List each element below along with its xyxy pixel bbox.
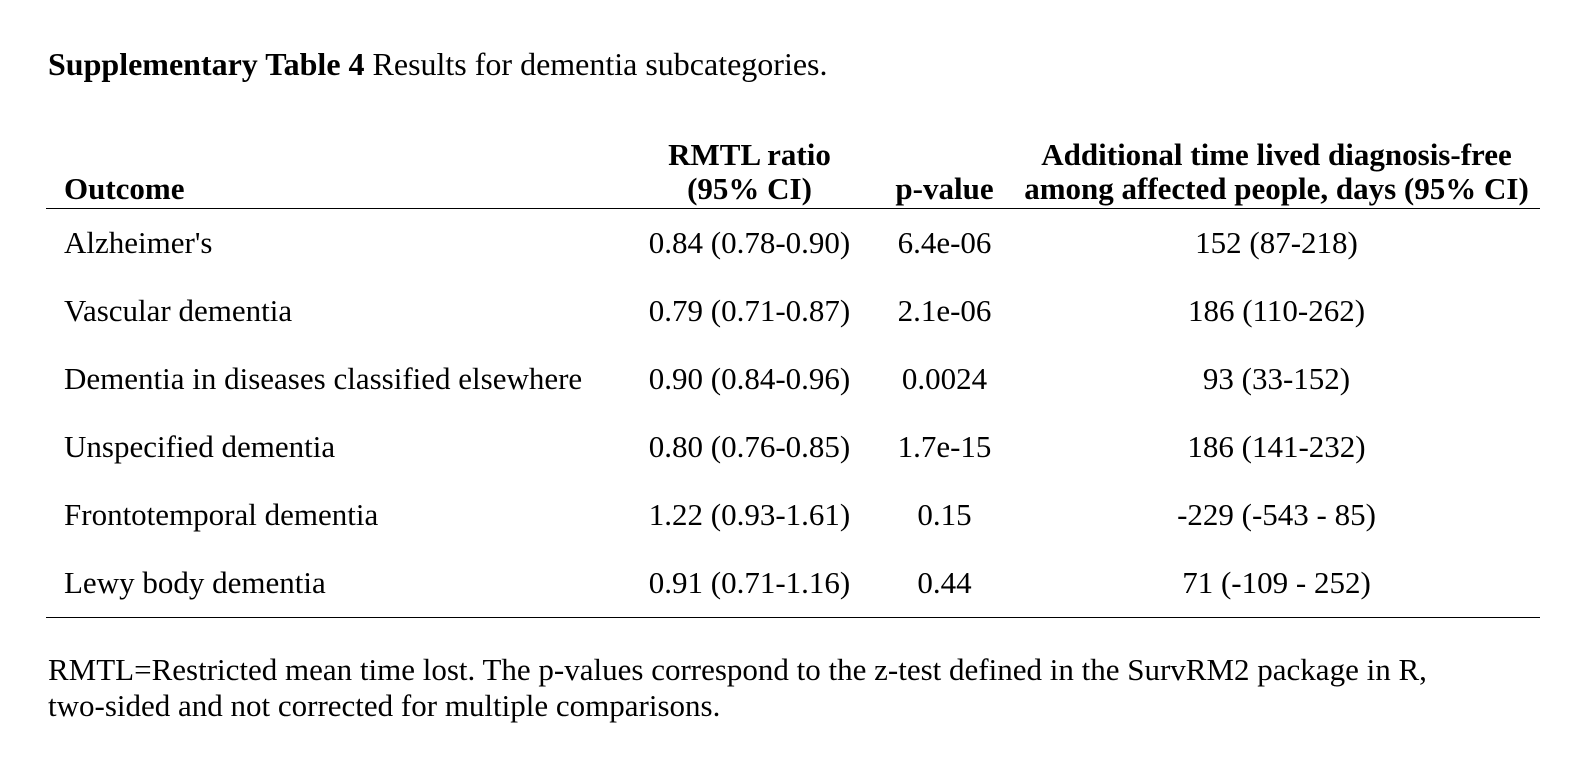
cell-pvalue: 2.1e-06: [897, 293, 992, 328]
cell-additional: 186 (110-262): [1187, 293, 1366, 328]
cell-rmtl: 0.79 (0.71-0.87): [648, 293, 851, 328]
cell-pvalue: 6.4e-06: [897, 225, 992, 260]
cell-outcome: Vascular dementia: [64, 293, 293, 328]
cell-pvalue: 0.15: [917, 497, 972, 532]
caption-text: Results for dementia subcategories.: [364, 46, 828, 82]
cell-outcome: Frontotemporal dementia: [64, 497, 379, 532]
cell-additional: 152 (87-218): [1195, 225, 1358, 260]
cell-pvalue: 0.0024: [901, 361, 988, 396]
cell-outcome: Dementia in diseases classified elsewher…: [64, 361, 583, 396]
cell-rmtl: 0.84 (0.78-0.90): [648, 225, 851, 260]
table-row: Dementia in diseases classified elsewher…: [46, 345, 1540, 413]
header-outcome: Outcome: [46, 130, 623, 209]
table-row: Alzheimer's 0.84 (0.78-0.90) 6.4e-06 152…: [46, 209, 1540, 278]
header-rmtl-line2: (95% CI): [687, 171, 812, 206]
table-row: Vascular dementia 0.79 (0.71-0.87) 2.1e-…: [46, 277, 1540, 345]
footnote-line2: two-sided and not corrected for multiple…: [48, 688, 721, 723]
cell-additional: 186 (141-232): [1187, 429, 1366, 464]
caption-label: Supplementary Table 4: [48, 46, 365, 82]
footnote-line1: RMTL=Restricted mean time lost. The p-va…: [48, 652, 1427, 687]
header-rmtl-line1: RMTL ratio: [668, 137, 831, 172]
header-pvalue: p-value: [876, 130, 1013, 209]
table-row: Unspecified dementia 0.80 (0.76-0.85) 1.…: [46, 413, 1540, 481]
cell-rmtl: 0.91 (0.71-1.16): [623, 549, 876, 618]
header-additional-line2: among affected people, days (95% CI): [1024, 171, 1529, 206]
cell-rmtl: 0.90 (0.84-0.96): [648, 361, 851, 396]
results-table: Outcome RMTL ratio (95% CI) p-value Addi…: [46, 130, 1540, 618]
cell-rmtl: 1.22 (0.93-1.61): [648, 497, 851, 532]
header-additional-time: Additional time lived diagnosis-free amo…: [1013, 130, 1540, 209]
cell-outcome: Alzheimer's: [64, 225, 213, 260]
cell-outcome: Unspecified dementia: [64, 429, 336, 464]
cell-additional: 71 (-109 - 252): [1013, 549, 1540, 618]
cell-additional: 93 (33-152): [1202, 361, 1351, 396]
cell-additional: -229 (-543 - 85): [1177, 497, 1376, 532]
table-caption: Supplementary Table 4 Results for dement…: [48, 44, 828, 84]
cell-outcome: Lewy body dementia: [46, 549, 623, 618]
table-row: Lewy body dementia 0.91 (0.71-1.16) 0.44…: [46, 549, 1540, 618]
header-rmtl-ratio: RMTL ratio (95% CI): [623, 130, 876, 209]
table-row: Frontotemporal dementia 1.22 (0.93-1.61)…: [46, 481, 1540, 549]
cell-pvalue: 1.7e-15: [897, 429, 992, 464]
table-header-row: Outcome RMTL ratio (95% CI) p-value Addi…: [46, 130, 1540, 209]
header-additional-line1: Additional time lived diagnosis-free: [1041, 137, 1512, 172]
cell-pvalue: 0.44: [876, 549, 1013, 618]
table-footnote: RMTL=Restricted mean time lost. The p-va…: [48, 652, 1528, 724]
cell-rmtl: 0.80 (0.76-0.85): [648, 429, 851, 464]
